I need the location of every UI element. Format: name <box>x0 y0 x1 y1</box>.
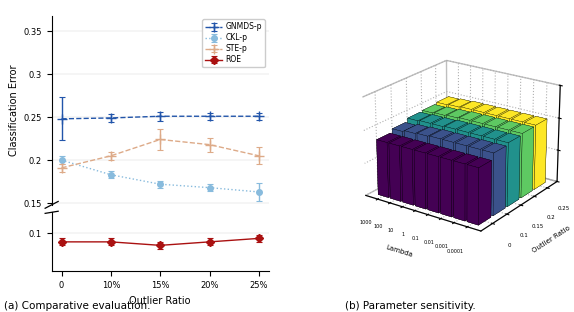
X-axis label: Lambda: Lambda <box>385 245 413 258</box>
Y-axis label: Outlier Ratio: Outlier Ratio <box>532 225 572 254</box>
Legend: GNMDS-p, CKL-p, STE-p, ROE: GNMDS-p, CKL-p, STE-p, ROE <box>203 19 265 67</box>
Text: (a) Comparative evaluation.: (a) Comparative evaluation. <box>4 301 151 311</box>
Y-axis label: Classification Error: Classification Error <box>9 65 20 156</box>
Text: (b) Parameter sensitivity.: (b) Parameter sensitivity. <box>345 301 476 311</box>
X-axis label: Outlier Ratio: Outlier Ratio <box>130 296 191 306</box>
